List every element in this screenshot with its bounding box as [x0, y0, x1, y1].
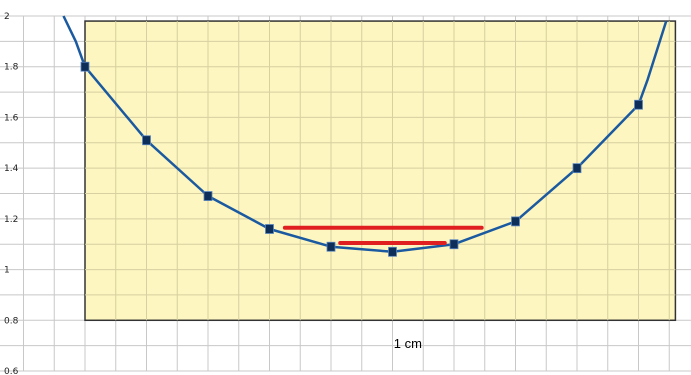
data-point [572, 163, 582, 174]
data-point [265, 224, 274, 234]
data-point [634, 99, 643, 110]
y-tick-label: 1.8 [4, 63, 19, 73]
red-lines [282, 225, 484, 245]
y-tick-label: 1 [4, 266, 10, 276]
highlight-region [84, 20, 677, 322]
region-layer [84, 20, 677, 322]
series-layer [62, 15, 668, 257]
data-point [449, 239, 459, 250]
y-tick-label: 1.4 [4, 164, 19, 174]
y-tick-label: 0.8 [4, 316, 19, 326]
data-point [326, 241, 336, 252]
data-point [203, 191, 213, 201]
annotation-label: 1 cm [394, 336, 422, 351]
series-line [62, 15, 668, 254]
data-point [511, 216, 520, 227]
y-tick-label: 0.6 [4, 367, 19, 375]
y-axis-ticks: 0.6 0.8 1 1.2 1.4 1.6 1.8 2 [4, 12, 19, 375]
y-tick-label: 1.2 [4, 215, 18, 225]
y-tick-label: 2 [4, 12, 10, 22]
y-tick-label: 1.6 [4, 113, 19, 123]
data-point [388, 246, 397, 257]
annotations: 1 cm [394, 336, 422, 351]
data-point [80, 61, 90, 72]
data-point [142, 135, 151, 146]
